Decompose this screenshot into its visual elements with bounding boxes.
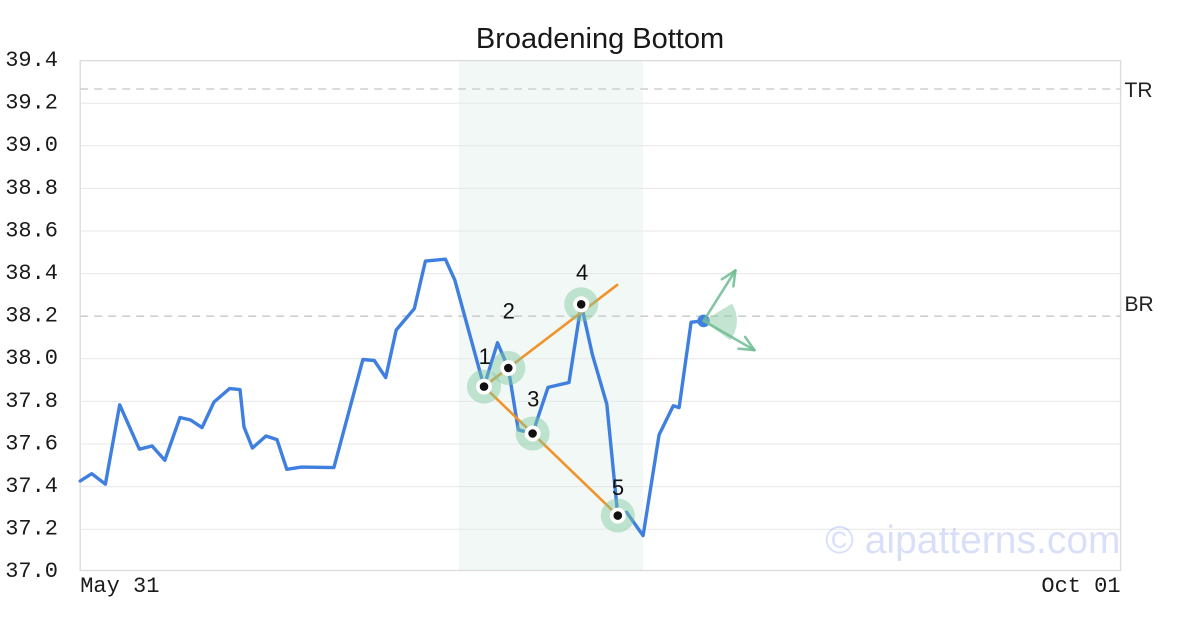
svg-text:1: 1 bbox=[479, 344, 491, 369]
svg-text:38.2: 38.2 bbox=[5, 304, 58, 329]
svg-text:5: 5 bbox=[612, 475, 624, 500]
svg-text:37.2: 37.2 bbox=[5, 517, 58, 542]
svg-text:4: 4 bbox=[576, 260, 588, 285]
svg-text:37.4: 37.4 bbox=[5, 474, 58, 499]
svg-text:38.6: 38.6 bbox=[5, 218, 58, 243]
svg-text:39.2: 39.2 bbox=[5, 91, 58, 116]
svg-text:3: 3 bbox=[527, 386, 539, 411]
svg-text:2: 2 bbox=[503, 299, 515, 324]
svg-text:39.4: 39.4 bbox=[5, 48, 58, 73]
svg-text:39.0: 39.0 bbox=[5, 133, 58, 158]
svg-text:38.0: 38.0 bbox=[5, 346, 58, 371]
svg-text:TR: TR bbox=[1125, 79, 1153, 102]
svg-text:Oct 01: Oct 01 bbox=[1041, 574, 1120, 599]
svg-text:38.8: 38.8 bbox=[5, 176, 58, 201]
svg-text:38.4: 38.4 bbox=[5, 261, 58, 286]
svg-text:37.0: 37.0 bbox=[5, 559, 58, 584]
svg-text:May 31: May 31 bbox=[80, 574, 159, 599]
svg-text:BR: BR bbox=[1125, 293, 1154, 316]
svg-text:© aipatterns.com: © aipatterns.com bbox=[825, 519, 1120, 562]
svg-text:37.6: 37.6 bbox=[5, 431, 58, 456]
svg-text:37.8: 37.8 bbox=[5, 389, 58, 414]
